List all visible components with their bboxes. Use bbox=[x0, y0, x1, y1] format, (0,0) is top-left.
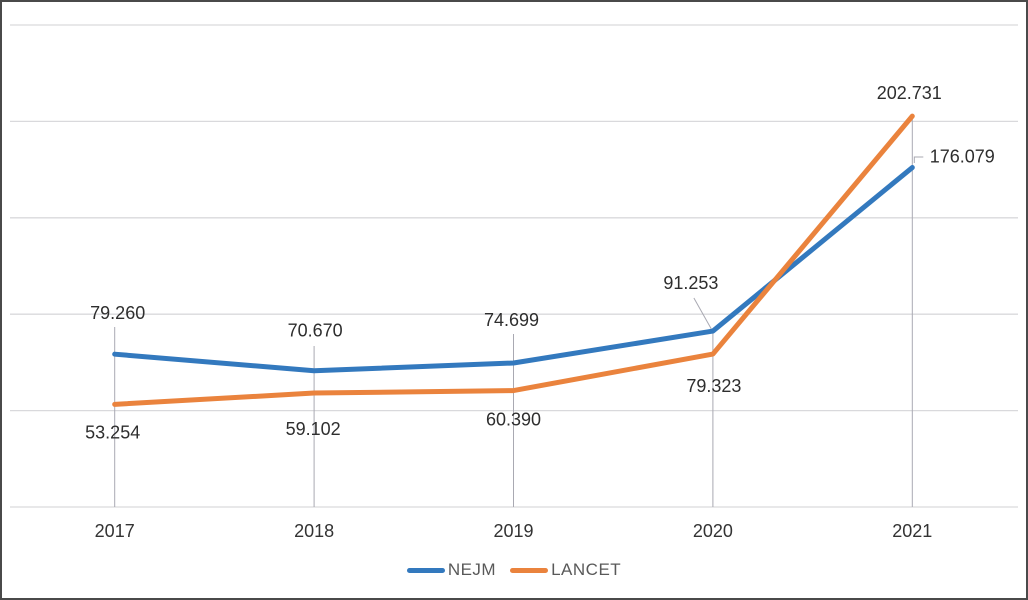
x-axis-label: 2021 bbox=[892, 521, 932, 541]
nejm-data-label: 74.699 bbox=[484, 310, 539, 330]
lancet-data-label: 202.731 bbox=[877, 83, 942, 103]
chart-legend: NEJM LANCET bbox=[2, 560, 1026, 580]
lancet-data-label: 60.390 bbox=[486, 410, 541, 430]
x-axis-label: 2019 bbox=[493, 521, 533, 541]
legend-item-lancet: LANCET bbox=[510, 560, 621, 580]
legend-item-nejm: NEJM bbox=[406, 560, 497, 580]
lancet-line-swatch-icon bbox=[510, 567, 549, 573]
legend-label-nejm: NEJM bbox=[447, 560, 497, 579]
x-axis-label: 2018 bbox=[294, 521, 334, 541]
leader-line bbox=[693, 297, 713, 331]
nejm-data-label: 176.079 bbox=[930, 147, 995, 167]
lancet-data-label: 53.254 bbox=[85, 422, 140, 442]
lancet-line bbox=[112, 113, 915, 407]
leader-line bbox=[913, 156, 924, 163]
nejm-data-label: 79.260 bbox=[90, 303, 145, 323]
legend-label-lancet: LANCET bbox=[551, 560, 622, 579]
nejm-data-label: 70.670 bbox=[288, 321, 343, 341]
x-axis-label: 2017 bbox=[95, 521, 135, 541]
lancet-data-label: 79.323 bbox=[686, 376, 741, 396]
x-axis-label: 2020 bbox=[693, 521, 733, 541]
nejm-data-label: 91.253 bbox=[663, 273, 718, 293]
lancet-data-label: 59.102 bbox=[286, 419, 341, 439]
nejm-line-swatch-icon bbox=[406, 567, 445, 573]
